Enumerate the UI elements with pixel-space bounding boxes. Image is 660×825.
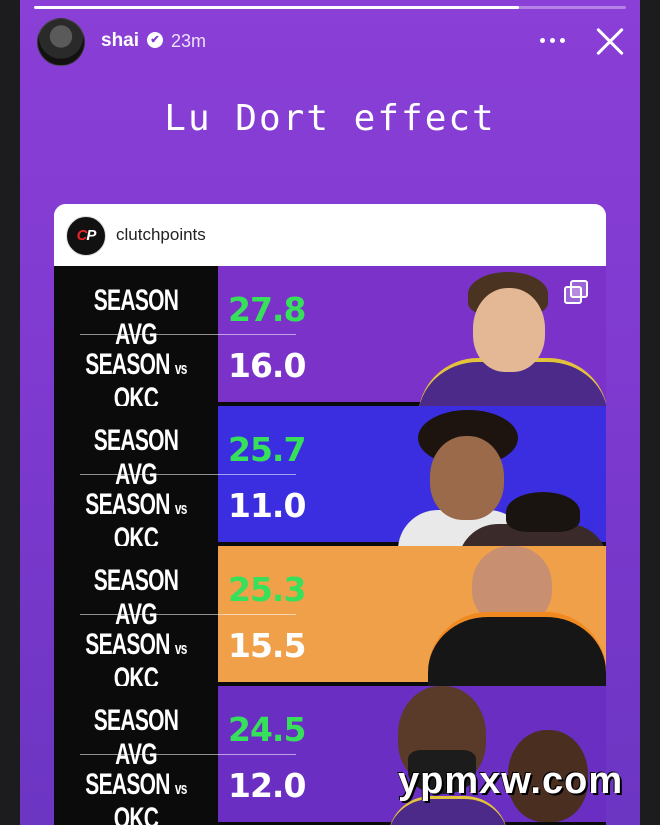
multi-image-icon <box>564 280 588 304</box>
season-avg-label: SEASON AVG <box>93 564 179 631</box>
avatar[interactable] <box>37 18 85 66</box>
watermark-text: ypmxw.com <box>398 760 624 802</box>
season-avg-label: SEASON AVG <box>93 424 179 491</box>
row-divider <box>80 334 296 335</box>
timestamp: 23m <box>171 31 207 51</box>
close-icon[interactable] <box>594 25 626 57</box>
verified-badge-icon: ✔ <box>147 32 163 48</box>
stat-panel: 27.8 16.0 <box>218 266 606 422</box>
player-stat-row: SEASON AVG SEASON vs OKC 25.3 15.5 <box>54 546 606 695</box>
clutchpoints-logo: CP <box>66 216 106 256</box>
season-avg-value: 27.8 <box>228 290 306 329</box>
player-photo <box>368 406 606 564</box>
season-avg-value: 24.5 <box>228 710 306 749</box>
season-avg-label: SEASON AVG <box>93 284 179 351</box>
post-author[interactable]: clutchpoints <box>116 225 206 244</box>
season-vs-okc-value: 15.5 <box>228 626 306 665</box>
row-divider <box>80 474 296 475</box>
player-photo <box>388 686 606 825</box>
story-viewer[interactable]: shai ✔ 23m Lu Dort effect CP clutchpoint… <box>20 0 640 825</box>
player-photo <box>428 546 606 693</box>
story-progress-bar <box>34 6 626 9</box>
player-stat-row: SEASON AVG SEASON vs OKC 24.5 12.0 <box>54 686 606 825</box>
post-header[interactable]: CP clutchpoints <box>54 204 606 266</box>
story-header: shai ✔ 23m <box>20 18 640 66</box>
season-vs-okc-label: SEASON vs OKC <box>85 768 187 825</box>
row-divider <box>80 754 296 755</box>
row-divider <box>80 614 296 615</box>
stats-board: SEASON AVG SEASON vs OKC 27.8 16.0 <box>54 266 606 825</box>
season-vs-okc-value: 16.0 <box>228 346 306 385</box>
shared-post-card[interactable]: CP clutchpoints SEASON AVG SEASON vs OKC <box>54 204 606 825</box>
more-options-icon[interactable] <box>538 24 568 54</box>
player-stat-row: SEASON AVG SEASON vs OKC 25.7 11.0 <box>54 406 606 564</box>
season-vs-okc-value: 11.0 <box>228 486 306 525</box>
stat-panel: 24.5 12.0 <box>218 686 606 825</box>
player-stat-row: SEASON AVG SEASON vs OKC 27.8 16.0 <box>54 266 606 422</box>
season-avg-value: 25.3 <box>228 570 306 609</box>
season-vs-okc-value: 12.0 <box>228 766 306 805</box>
username[interactable]: shai <box>101 30 140 51</box>
story-caption: Lu Dort effect <box>164 98 496 139</box>
season-avg-label: SEASON AVG <box>93 704 179 771</box>
season-avg-value: 25.7 <box>228 430 306 469</box>
story-progress-fill <box>34 6 520 9</box>
